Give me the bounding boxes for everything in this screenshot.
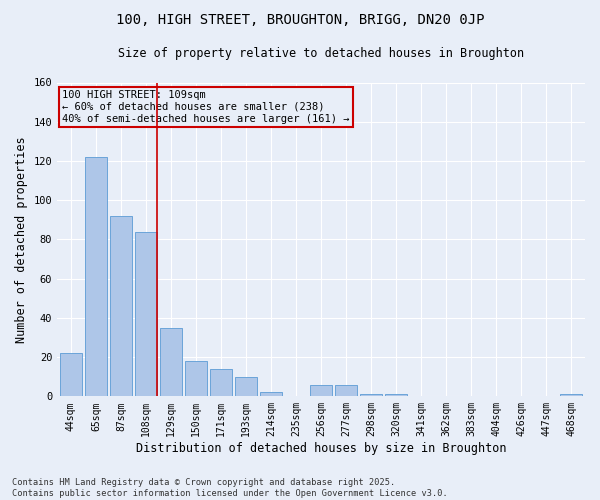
Bar xyxy=(110,216,132,396)
Bar xyxy=(235,376,257,396)
Bar xyxy=(360,394,382,396)
Bar xyxy=(335,384,358,396)
Text: 100 HIGH STREET: 109sqm
← 60% of detached houses are smaller (238)
40% of semi-d: 100 HIGH STREET: 109sqm ← 60% of detache… xyxy=(62,90,350,124)
Bar xyxy=(310,384,332,396)
Bar xyxy=(560,394,583,396)
Bar xyxy=(135,232,157,396)
Bar xyxy=(210,369,232,396)
Bar xyxy=(385,394,407,396)
Bar xyxy=(160,328,182,396)
Bar xyxy=(59,353,82,397)
Bar xyxy=(260,392,283,396)
Bar xyxy=(185,361,207,396)
Title: Size of property relative to detached houses in Broughton: Size of property relative to detached ho… xyxy=(118,48,524,60)
Text: 100, HIGH STREET, BROUGHTON, BRIGG, DN20 0JP: 100, HIGH STREET, BROUGHTON, BRIGG, DN20… xyxy=(116,12,484,26)
Y-axis label: Number of detached properties: Number of detached properties xyxy=(15,136,28,342)
Bar xyxy=(85,157,107,396)
Text: Contains HM Land Registry data © Crown copyright and database right 2025.
Contai: Contains HM Land Registry data © Crown c… xyxy=(12,478,448,498)
X-axis label: Distribution of detached houses by size in Broughton: Distribution of detached houses by size … xyxy=(136,442,506,455)
